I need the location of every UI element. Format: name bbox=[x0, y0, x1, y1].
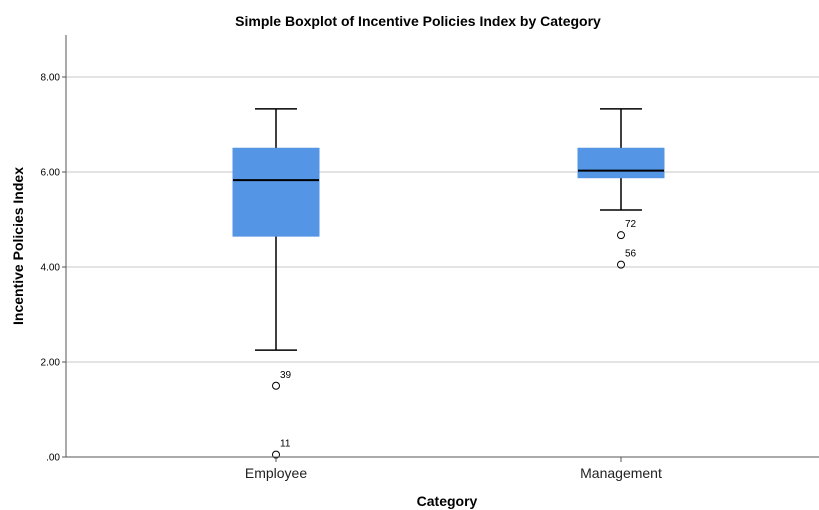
box-group-management: 72 56 bbox=[577, 108, 665, 269]
x-tick-label: Employee bbox=[245, 465, 307, 481]
outlier-label: 72 bbox=[625, 219, 637, 230]
outlier-label: 39 bbox=[280, 370, 292, 381]
iqr-box bbox=[577, 147, 665, 179]
y-tick-label: 4.00 bbox=[41, 263, 61, 274]
x-axis-ticks: Employee Management bbox=[245, 457, 662, 481]
x-axis-label: Category bbox=[417, 493, 478, 509]
y-axis-ticks: .00 2.00 4.00 6.00 8.00 bbox=[41, 73, 66, 464]
outlier-point bbox=[617, 231, 625, 240]
outlier-point bbox=[617, 260, 625, 269]
y-tick-label: .00 bbox=[46, 453, 60, 464]
iqr-box bbox=[232, 147, 320, 237]
box-group-employee: 39 11 bbox=[232, 108, 320, 459]
y-axis-label: Incentive Policies Index bbox=[10, 167, 26, 325]
gridlines bbox=[66, 76, 819, 363]
y-tick-label: 2.00 bbox=[41, 358, 61, 369]
outlier-label: 56 bbox=[625, 249, 637, 260]
x-tick-label: Management bbox=[580, 465, 662, 481]
y-tick-label: 6.00 bbox=[41, 168, 61, 179]
boxes: 39 11 72 56 bbox=[232, 108, 665, 459]
outlier-label: 11 bbox=[280, 439, 291, 450]
chart-title: Simple Boxplot of Incentive Policies Ind… bbox=[235, 13, 601, 29]
outlier-point bbox=[272, 381, 280, 390]
y-tick-label: 8.00 bbox=[41, 73, 61, 84]
